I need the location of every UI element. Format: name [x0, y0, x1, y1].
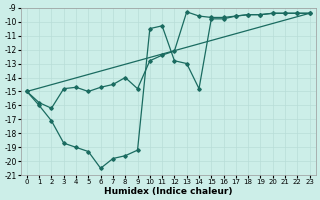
X-axis label: Humidex (Indice chaleur): Humidex (Indice chaleur): [104, 187, 233, 196]
